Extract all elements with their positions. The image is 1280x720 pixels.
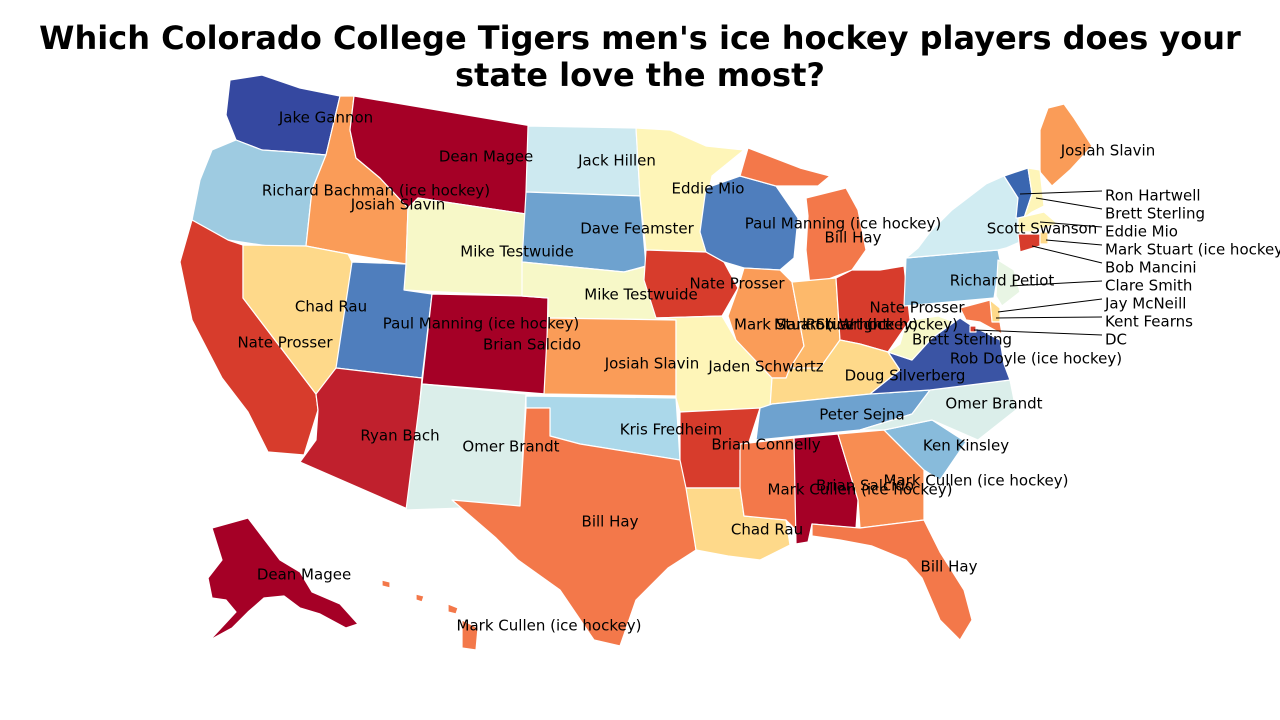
state-label-ms: Mark Cullen (ice hockey) [768,481,953,499]
state-label-az: Ryan Bach [360,427,439,445]
state-ak [207,517,359,641]
state-label-wi: Paul Manning (ice hockey) [745,215,941,233]
state-label-ut: Paul Manning (ice hockey) [383,315,579,333]
state-label-nc: Omer Brandt [945,395,1042,413]
state-label-la: Chad Rau [731,521,803,539]
state-label-tn: Peter Sejna [819,406,904,424]
state-label-ri: Mark Stuart (ice hockey) [1105,241,1280,259]
state-label-fl: Bill Hay [921,558,978,576]
state-label-wv: Brett Sterling [912,331,1012,349]
map-title: Which Colorado College Tigers men's ice … [0,20,1280,94]
state-label-ny: Scott Swanson [987,220,1097,238]
state-shapes [179,74,1093,651]
leader-line-de [997,298,1103,313]
leader-line-ri [1045,239,1103,246]
state-label-nd: Jack Hillen [577,152,656,170]
overlap-label: Mark Stuart (ice hockey) [774,316,958,334]
state-ma [1017,211,1059,233]
state-nj [995,259,1021,307]
state-label-mo: Jaden Schwartz [707,358,823,376]
state-label-id: Josiah Slavin [350,196,445,214]
leader-line-vt [1019,190,1103,195]
title-line-2: state love the most? [455,56,825,94]
state-label-ga: Mark Cullen (ice hockey) [884,472,1069,490]
leader-line-md [995,316,1103,319]
state-label-al: Brian Salcido [816,477,914,495]
state-label-in: Rob Wright [806,316,889,334]
leader-line-ct [1031,245,1103,264]
leader-line-nj [1009,280,1103,287]
leader-line-ma [1039,221,1103,228]
state-label-oh: Nate Prosser [869,299,965,317]
state-label-sd: Dave Feamster [580,220,694,238]
state-label-ok: Kris Fredheim [620,421,722,439]
state-label-pa: Richard Petiot [950,272,1055,290]
state-label-ca: Nate Prosser [237,334,333,352]
state-label-wy: Mike Testwuide [460,243,574,261]
state-label-nj: Clare Smith [1105,277,1192,295]
state-md [959,299,1003,335]
leader-line-dc [973,329,1103,336]
state-me [1039,103,1093,187]
state-label-me: Josiah Slavin [1060,142,1155,160]
state-label-tx: Bill Hay [582,513,639,531]
state-hi [381,579,479,651]
state-label-vt: Ron Hartwell [1105,187,1201,205]
state-label-nv: Chad Rau [295,298,367,316]
leader-line-nh [1035,197,1103,210]
state-label-md: Kent Fearns [1105,313,1193,331]
state-label-il: Mark Stuart (ice hockey) [734,316,918,334]
leader-lines [973,190,1103,336]
state-label-ia: Nate Prosser [689,275,785,293]
state-label-mn: Eddie Mio [672,180,745,198]
state-label-ky: Doug Silverberg [845,367,966,385]
state-label-wa: Jake Gannon [278,109,373,127]
state-label-ak: Dean Magee [257,566,351,584]
state-label-nh: Brett Sterling [1105,205,1205,223]
state-label-va: Rob Doyle (ice hockey) [950,350,1122,368]
state-label-dc: DC [1105,331,1127,349]
title-line-1: Which Colorado College Tigers men's ice … [39,19,1241,57]
state-label-ar: Brian Connelly [711,436,820,454]
state-wv [887,315,955,361]
state-label-mi: Bill Hay [825,229,882,247]
state-labels: Jake Gannon Richard Bachman (ice hockey) N… [237,109,1280,635]
state-fl [811,519,973,641]
state-ct [1017,233,1041,253]
state-tx [451,407,697,647]
state-label-or: Richard Bachman (ice hockey) [262,182,490,200]
state-label-ne: Mike Testwuide [584,286,698,304]
state-ri [1039,231,1049,245]
state-label-ct: Bob Mancini [1105,259,1197,277]
state-label-ks: Josiah Slavin [604,355,699,373]
state-label-sc: Ken Kinsley [923,437,1009,455]
state-label-co: Brian Salcido [483,336,581,354]
state-label-mt: Dean Magee [439,148,533,166]
state-label-nm: Omer Brandt [462,438,559,456]
state-label-de: Jay McNeill [1104,295,1186,313]
state-label-hi: Mark Cullen (ice hockey) [457,617,642,635]
state-label-ma: Eddie Mio [1105,223,1178,241]
